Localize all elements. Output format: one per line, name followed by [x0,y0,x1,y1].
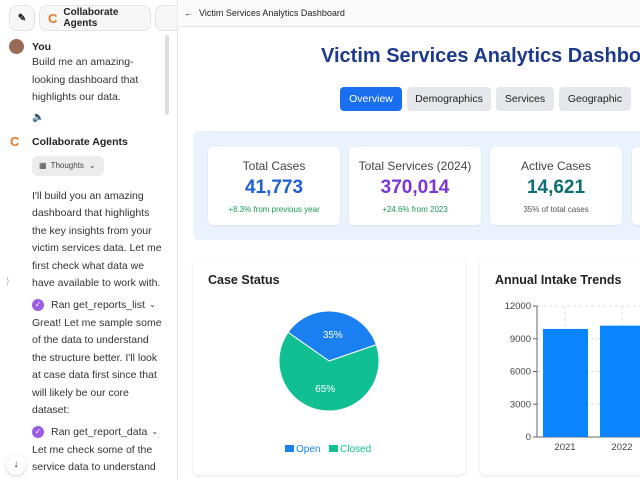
kpi-subtext: +8.3% from previous year [228,205,320,214]
pie-slice-open [287,310,377,362]
y-tick-label: 0 [526,432,531,443]
annual-intake-panel: Annual Intake Trends 0 3000 6000 9000 12000 2… [480,258,640,475]
kpi-card-partial [632,147,640,225]
back-arrow-icon[interactable]: ← [184,8,193,18]
page-title: Victim Services Analytics Dashboard [321,45,640,67]
agent-name: Collaborate Agents [32,135,128,148]
check-icon: ✓ [32,298,44,311]
slice-label: 65% [315,384,335,395]
check-icon: ✓ [32,425,44,438]
tab-services[interactable]: Services [496,87,554,111]
y-tick-label: 12000 [505,301,531,312]
agent-name-row: C Collaborate Agents [10,134,164,149]
kpi-value: 370,014 [380,177,450,198]
legend-swatch [329,445,338,452]
tab-geographic[interactable]: Geographic [559,87,631,111]
slice-label: 35% [323,330,343,341]
tool-call-label: Ran get_reports_list [51,298,145,311]
tool-call-label: Ran get_report_data [51,425,148,438]
collaborate-logo-icon: C [48,10,58,26]
case-status-panel: Case Status 35% 65% Open Closed [193,258,465,475]
chart-title: Annual Intake Trends [495,273,622,287]
tool-call-item[interactable]: ✓ Ran get_report_data ⌄ [32,425,164,438]
kpi-panel: Total Cases 41,773 +8.3% from previous yea… [193,131,640,240]
thoughts-toggle[interactable]: ▦ Thoughts ⌄ [32,155,104,176]
scroll-down-button[interactable]: ↓ [6,455,26,475]
legend-label-open: Open [296,444,320,455]
legend-label-closed: Closed [340,444,371,455]
kpi-subtext: 35% of total cases [523,205,589,214]
kpi-label: Total Services (2024) [358,159,472,173]
y-tick-label: 6000 [510,367,531,378]
user-name-row: You [9,39,164,54]
scrollbar[interactable] [165,35,169,115]
agent-message: Great! Let me sample some of the data to… [32,316,162,417]
preview-header: ← Victim Services Analytics Dashboard [179,0,640,27]
pie-chart: 35% 65% Open Closed [278,310,380,455]
chevron-down-icon: ⌄ [88,161,96,170]
bar-chart: 0 3000 6000 9000 12000 2021 2022 [505,301,640,453]
thoughts-label: Thoughts [50,161,84,170]
user-name: You [32,41,52,53]
y-tick-label: 3000 [510,399,531,410]
kpi-card-total-cases: Total Cases 41,773 +8.3% from previous yea… [208,147,340,225]
edit-icon: ✎ [17,12,27,24]
agent-button-label: Collaborate Agents [63,7,119,29]
tab-demographics[interactable]: Demographics [407,87,491,111]
dashboard-preview: ← Victim Services Analytics Dashboard Vic… [179,0,640,480]
kpi-card-active-cases: Active Cases 14,621 35% of total cases [490,147,622,225]
kpi-value: 14,621 [526,177,586,198]
kpi-card-total-services: Total Services (2024) 370,014 +24.6% from … [349,147,481,225]
kpi-label: Active Cases [520,159,592,173]
agent-selector-button[interactable]: C Collaborate Agents [39,5,151,31]
agent-message: I'll build you an amazing dashboard that… [32,189,162,290]
tab-overview[interactable]: Overview [340,87,402,111]
user-message: Build me an amazing-looking dashboard th… [32,56,139,103]
avatar [9,39,24,54]
kpi-label: Total Cases [242,159,306,173]
x-tick-label: 2021 [554,442,575,453]
collapse-handle[interactable]: ⟩ [6,276,10,286]
chart-title: Case Status [208,273,280,287]
tool-call-item[interactable]: ✓ Ran get_reports_list ⌄ [32,298,164,311]
pie-slice-closed [278,331,380,412]
kpi-subtext: +24.6% from 2023 [382,205,448,214]
preview-title: Victim Services Analytics Dashboard [199,8,345,18]
collaborate-logo-icon: C [10,133,20,149]
bar-2021 [543,328,588,437]
more-button[interactable] [155,5,177,31]
speaker-icon[interactable]: 🔈 [32,111,45,123]
legend-swatch [285,445,294,452]
chevron-down-icon: ⌄ [148,300,156,309]
new-chat-button[interactable]: ✎ [9,5,35,31]
thoughts-icon: ▦ [39,161,47,170]
chat-sidebar: ✎ C Collaborate Agents You Build me an am… [0,0,178,480]
y-tick-label: 9000 [510,334,531,345]
agent-message: Let me check some of the service data to… [32,443,156,474]
x-tick-label: 2022 [611,442,632,453]
bar-2022 [600,325,640,437]
kpi-value: 41,773 [244,177,304,198]
chevron-down-icon: ⌄ [151,427,159,436]
chat-thread: You Build me an amazing-looking dashboar… [9,39,164,477]
